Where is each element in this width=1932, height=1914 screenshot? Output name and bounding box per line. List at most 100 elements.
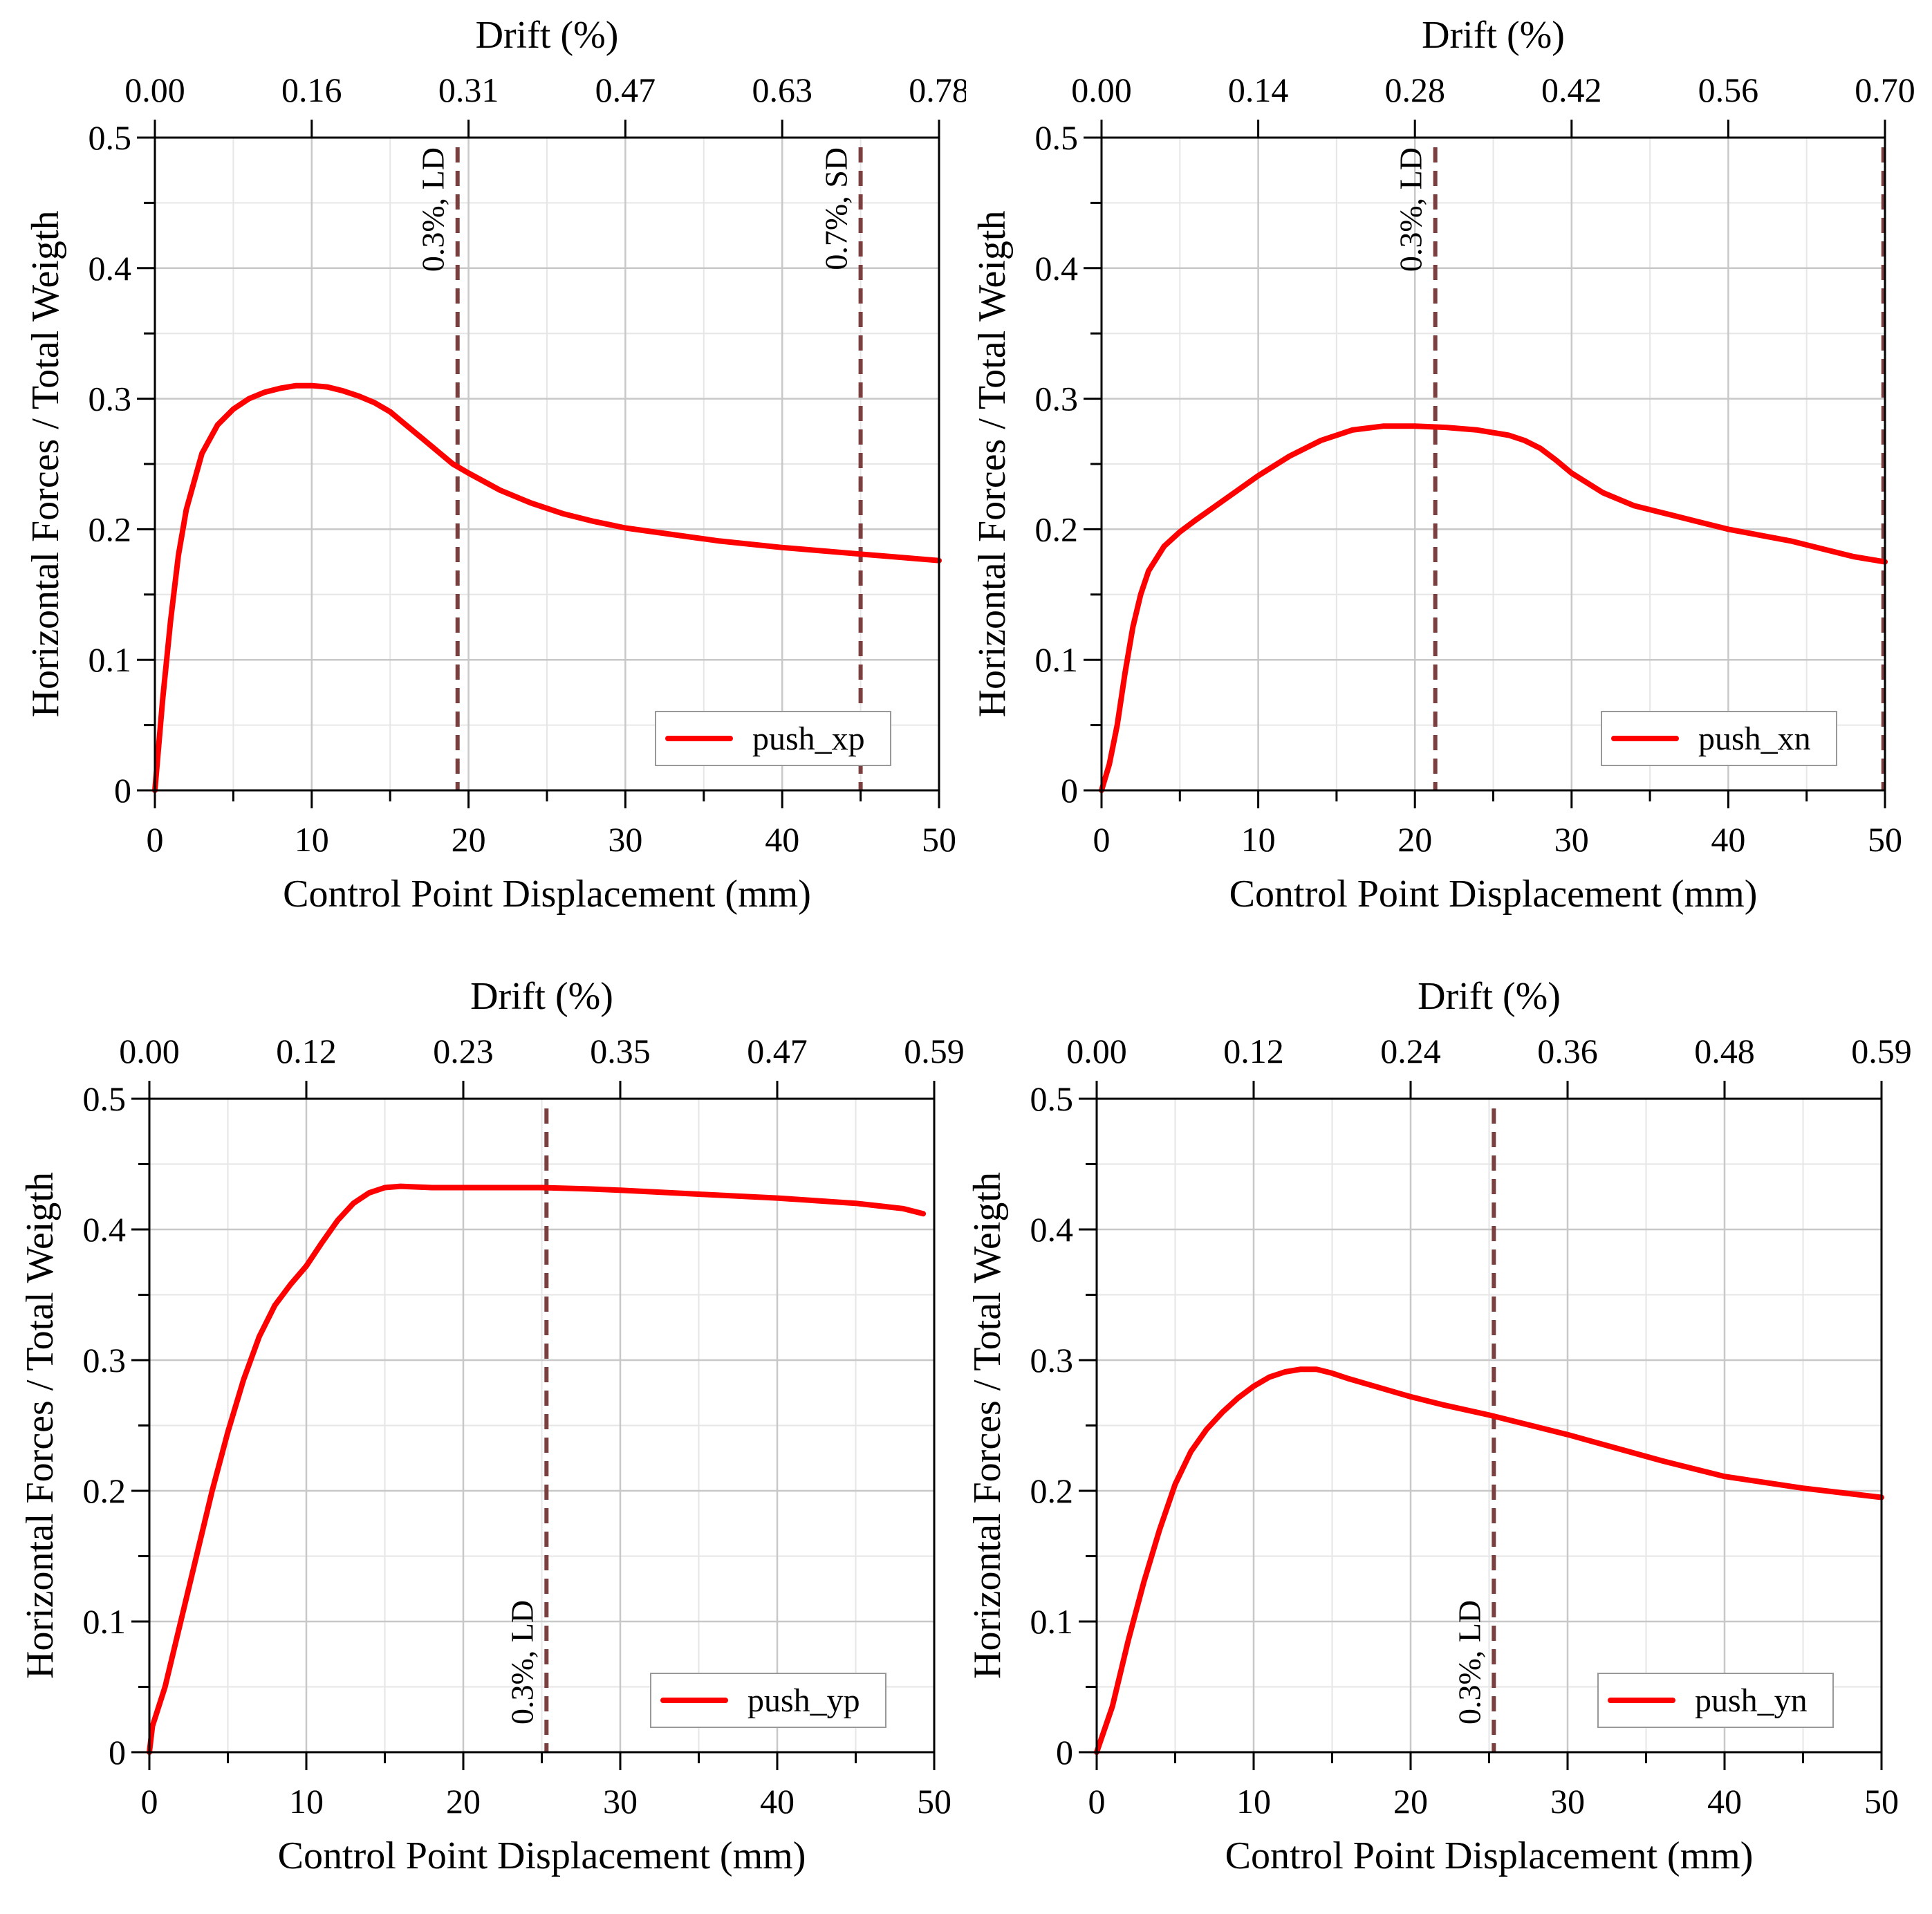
x2-tick-label: 0.47	[595, 71, 656, 109]
x2-tick-label: 0.56	[1698, 71, 1759, 109]
threshold-label: 0.3%, LD	[416, 147, 451, 272]
threshold-label: 0.3%, LD	[1393, 147, 1429, 272]
x-tick-label: 10	[295, 820, 329, 859]
chart-push-xn: 0.3%, LD 0 10 20 30 40 50 0.00 0.14 0.28 0.42 0.56 0…	[971, 14, 1915, 916]
x-axis-title: Control Point Displacement (mm)	[1225, 1834, 1754, 1877]
x2-axis-title: Drift (%)	[470, 975, 613, 1018]
y-tick-label: 0	[1056, 1733, 1073, 1772]
x-tick-label: 20	[1397, 820, 1432, 859]
y-axis-title: Horizontal Forces / Total Weigth	[19, 1172, 62, 1679]
y-tick-label: 0	[1061, 771, 1078, 810]
x-tick-label: 10	[289, 1782, 324, 1821]
x-tick-label: 30	[1550, 1782, 1585, 1821]
x2-tick-label: 0.00	[1066, 1032, 1127, 1070]
x2-tick-label: 0.14	[1228, 71, 1289, 109]
x-tick-label: 20	[452, 820, 486, 859]
y-tick-label: 0.1	[83, 1602, 127, 1641]
x-axis-title: Control Point Displacement (mm)	[278, 1834, 806, 1877]
series-line-push_yn	[1094, 1366, 1884, 1755]
x-tick-label: 30	[603, 1782, 638, 1821]
x2-tick-label: 0.00	[1071, 71, 1132, 109]
x-axis-title: Control Point Displacement (mm)	[283, 873, 811, 916]
x-tick-label: 50	[1864, 1782, 1899, 1821]
x2-tick-label: 0.59	[904, 1032, 965, 1070]
x-tick-label: 10	[1241, 820, 1276, 859]
y-tick-label: 0.1	[1030, 1602, 1074, 1641]
x-tick-label: 20	[446, 1782, 481, 1821]
x-tick-label: 50	[922, 820, 956, 859]
x2-tick-label: 0.63	[752, 71, 812, 109]
legend-label: push_yp	[747, 1682, 860, 1719]
x-tick-label: 50	[1868, 820, 1902, 859]
legend-label: push_xp	[752, 721, 865, 757]
x-tick-label: 40	[760, 1782, 795, 1821]
y-tick-label: 0.4	[1030, 1210, 1074, 1249]
x2-tick-label: 0.12	[1223, 1032, 1284, 1070]
chart-push-xp: 0.3%, LD 0.7%, SD 0 10 20 30 40 50 0.00 0.16 0.31 0…	[24, 14, 966, 916]
y-axis-title: Horizontal Forces / Total Weigth	[24, 211, 67, 718]
chart-push-yn: 0.3%, LD 0 10 20 30 40 50 0.00 0.12 0.24 0.36 0.48 0…	[966, 975, 1912, 1877]
y-tick-label: 0.5	[1030, 1079, 1074, 1118]
y-tick-label: 0.2	[83, 1471, 127, 1510]
y-tick-label: 0.5	[83, 1079, 127, 1118]
x2-tick-label: 0.70	[1855, 71, 1915, 109]
y-tick-label: 0.3	[83, 1341, 127, 1379]
y-axis-title: Horizontal Forces / Total Weigth	[966, 1172, 1009, 1679]
y-tick-label: 0.1	[1035, 640, 1079, 679]
threshold-label: 0.3%, LD	[504, 1600, 539, 1725]
y-tick-label: 0.1	[89, 640, 132, 679]
y-tick-label: 0.4	[1035, 249, 1079, 288]
threshold-label: 0.3%, LD	[1451, 1600, 1487, 1725]
x2-tick-label: 0.23	[433, 1032, 494, 1070]
x-tick-label: 0	[147, 820, 164, 859]
series-line-push_xn	[1099, 423, 1888, 793]
y-tick-label: 0	[109, 1733, 126, 1772]
x2-tick-label: 0.48	[1694, 1032, 1755, 1070]
x-tick-label: 10	[1236, 1782, 1271, 1821]
y-tick-label: 0	[114, 771, 131, 810]
x-tick-label: 30	[608, 820, 642, 859]
x2-tick-label: 0.24	[1380, 1032, 1441, 1070]
x2-tick-label: 0.59	[1851, 1032, 1912, 1070]
x-tick-label: 0	[1088, 1782, 1106, 1821]
x2-tick-label: 0.78	[909, 71, 966, 109]
x2-tick-label: 0.47	[747, 1032, 808, 1070]
x-tick-label: 40	[765, 820, 799, 859]
x2-tick-label: 0.00	[119, 1032, 180, 1070]
x2-tick-label: 0.42	[1541, 71, 1602, 109]
y-tick-label: 0.5	[89, 118, 132, 157]
x-tick-label: 30	[1554, 820, 1589, 859]
chart-push-yp: 0.3%, LD 0 10 20 30 40 50 0.00 0.12 0.23 0.35 0.47 0…	[19, 975, 965, 1877]
x-axis-title: Control Point Displacement (mm)	[1229, 873, 1758, 916]
x-tick-label: 0	[141, 1782, 158, 1821]
x2-tick-label: 0.35	[590, 1032, 651, 1070]
y-tick-label: 0.2	[89, 510, 132, 548]
x-tick-label: 0	[1093, 820, 1111, 859]
threshold-label: 0.7%, SD	[819, 147, 854, 270]
y-tick-label: 0.2	[1035, 510, 1079, 548]
x2-tick-label: 0.36	[1537, 1032, 1598, 1070]
x2-axis-title: Drift (%)	[1422, 14, 1565, 57]
x2-tick-label: 0.16	[281, 71, 342, 109]
y-tick-label: 0.4	[89, 249, 132, 288]
x2-axis-title: Drift (%)	[1418, 975, 1561, 1018]
series-line-push_yp	[147, 1183, 927, 1755]
y-tick-label: 0.2	[1030, 1471, 1074, 1510]
y-tick-label: 0.3	[1035, 380, 1079, 418]
y-tick-label: 0.4	[83, 1210, 127, 1249]
x2-tick-label: 0.31	[438, 71, 499, 109]
x-tick-label: 50	[917, 1782, 951, 1821]
x2-axis-title: Drift (%)	[476, 14, 619, 57]
y-tick-label: 0.5	[1035, 118, 1079, 157]
legend-label: push_xn	[1698, 721, 1811, 757]
y-axis-title: Horizontal Forces / Total Weigth	[971, 211, 1014, 718]
y-tick-label: 0.3	[1030, 1341, 1074, 1379]
series-line-push_xp	[152, 382, 942, 793]
x-tick-label: 40	[1707, 1782, 1742, 1821]
x-tick-label: 40	[1711, 820, 1745, 859]
x2-tick-label: 0.28	[1384, 71, 1445, 109]
y-tick-label: 0.3	[89, 380, 132, 418]
legend-label: push_yn	[1695, 1682, 1808, 1719]
x2-tick-label: 0.00	[124, 71, 185, 109]
